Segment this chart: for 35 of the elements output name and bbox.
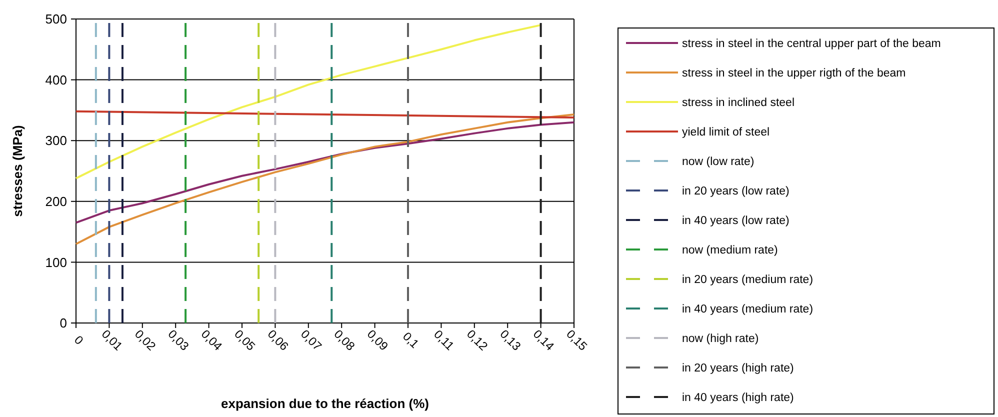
legend-label: now (low rate) bbox=[682, 156, 754, 168]
x-tick-label: 0,13 bbox=[497, 326, 524, 354]
legend-label: stress in inclined steel bbox=[682, 97, 794, 110]
x-tick-label: 0,07 bbox=[298, 326, 325, 354]
legend-label: yield limit of steel bbox=[682, 126, 770, 139]
x-tick-label: 0,03 bbox=[165, 326, 192, 354]
y-axis-title: stresses (MPa) bbox=[10, 125, 25, 217]
y-tick-label: 400 bbox=[45, 72, 67, 88]
x-tick-label: 0,11 bbox=[431, 327, 458, 354]
legend-label: in 40 years (low rate) bbox=[682, 215, 790, 228]
y-tick-label: 300 bbox=[45, 133, 67, 148]
y-tick-label: 100 bbox=[45, 254, 67, 270]
legend-label: stress in steel in the central upper part of the beam bbox=[682, 38, 941, 50]
x-tick-label: 0,09 bbox=[364, 326, 392, 354]
x-tick-label: 0,14 bbox=[530, 326, 558, 354]
x-tick-label: 0,15 bbox=[564, 326, 590, 354]
x-tick-label: 0,06 bbox=[264, 326, 292, 354]
legend-label: in 20 years (medium rate) bbox=[682, 274, 814, 286]
legend-label: in 40 years (medium rate) bbox=[682, 304, 814, 316]
legend-label: now (medium rate) bbox=[682, 244, 778, 257]
x-tick-label: 0,1 bbox=[400, 329, 422, 352]
y-tick-label: 0 bbox=[60, 316, 67, 331]
x-tick-label: 0 bbox=[72, 332, 86, 348]
x-tick-label: 0,05 bbox=[232, 326, 258, 354]
legend-label: in 20 years (high rate) bbox=[682, 362, 794, 375]
y-tick-label: 500 bbox=[45, 12, 67, 27]
x-tick-label: 0,08 bbox=[331, 326, 358, 354]
legend-label: in 40 years (high rate) bbox=[682, 392, 794, 404]
y-tick-label: 200 bbox=[45, 194, 67, 209]
line-series bbox=[75, 24, 542, 180]
legend-label: stress in steel in the upper rigth of the beam bbox=[682, 68, 906, 80]
x-axis-title: expansion due to the réaction (%) bbox=[220, 396, 430, 411]
legend-label: in 20 years (low rate) bbox=[682, 186, 790, 198]
x-tick-label: 0,04 bbox=[198, 326, 226, 354]
legend-label: now (high rate) bbox=[682, 333, 759, 346]
